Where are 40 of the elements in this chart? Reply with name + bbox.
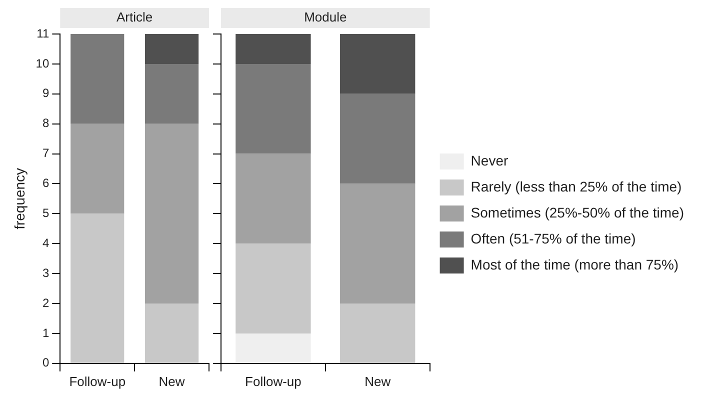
- chart-title: Module: [304, 10, 347, 25]
- bar: [144, 34, 199, 64]
- y-tick-label: 11: [36, 26, 50, 40]
- legend-label: Rarely (less than 25% of the time): [470, 178, 682, 194]
- bar: [144, 304, 199, 363]
- x-tick-label: New: [364, 374, 392, 389]
- y-tick-label: 7: [42, 146, 50, 160]
- y-tick-label: 3: [42, 266, 50, 280]
- y-tick-label: 5: [42, 206, 50, 220]
- x-tick-label: Follow-up: [69, 374, 126, 389]
- bar: [144, 64, 199, 124]
- bar: [236, 333, 311, 363]
- y-axis-title: frequency: [11, 168, 28, 230]
- y-tick-label: 1: [42, 326, 50, 340]
- y-tick-label: 6: [42, 176, 50, 190]
- bar: [144, 124, 199, 304]
- bar: [340, 94, 416, 184]
- y-tick-label: 4: [42, 236, 50, 250]
- bar: [236, 154, 311, 244]
- chart-title: Article: [116, 10, 153, 25]
- y-tick-label: 8: [42, 116, 50, 130]
- y-tick-label: 2: [42, 296, 50, 310]
- legend-label: Often (51-75% of the time): [470, 230, 636, 246]
- bar: [70, 34, 124, 124]
- x-tick-label: New: [158, 374, 186, 389]
- y-tick-label: 0: [42, 356, 50, 370]
- bar: [70, 214, 124, 363]
- bar: [70, 124, 124, 214]
- bar: [340, 34, 416, 94]
- x-tick-label: Follow-up: [245, 374, 302, 389]
- bar: [340, 184, 416, 304]
- legend-label: Never: [470, 152, 508, 168]
- legend-label: Sometimes (25%-50% of the time): [470, 204, 684, 220]
- bar: [236, 244, 311, 334]
- bar: [236, 64, 311, 154]
- legend-label: Most of the time (more than 75%): [470, 256, 679, 272]
- y-tick-label: 9: [42, 86, 50, 100]
- y-tick-label: 10: [36, 56, 50, 70]
- bar: [340, 304, 416, 363]
- bar: [236, 34, 311, 64]
